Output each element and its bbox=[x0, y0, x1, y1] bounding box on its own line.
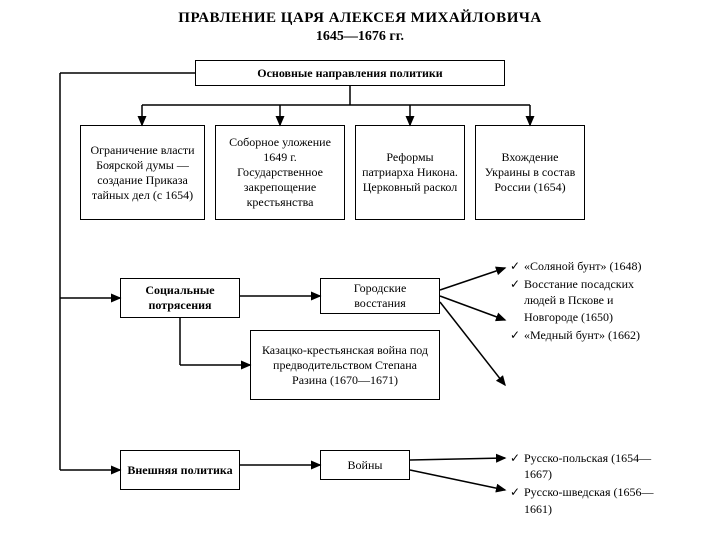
wars-box: Войны bbox=[320, 450, 410, 480]
policy-box-3: Реформы патриарха Никона. Церковный раск… bbox=[355, 125, 465, 220]
social-root: Социальные потрясения bbox=[120, 278, 240, 318]
event-3: «Медный бунт» (1662) bbox=[510, 327, 650, 343]
policy-box-4: Вхождение Украины в состав России (1654) bbox=[475, 125, 585, 220]
event-2: Восстание посадских людей в Пскове и Нов… bbox=[510, 276, 650, 325]
diagram-subtitle: 1645—1676 гг. bbox=[0, 29, 720, 45]
foreign-root: Внешняя политика bbox=[120, 450, 240, 490]
event-1: «Соляной бунт» (1648) bbox=[510, 258, 650, 274]
rebellion-box: Казацко-крестьянская война под предводит… bbox=[250, 330, 440, 400]
policy-box-2: Соборное уложение 1649 г. Государственно… bbox=[215, 125, 345, 220]
policy-box-1: Ограничение власти Боярской думы — созда… bbox=[80, 125, 205, 220]
war-1: Русско-польская (1654—1667) bbox=[510, 450, 670, 482]
diagram-title: ПРАВЛЕНИЕ ЦАРЯ АЛЕКСЕЯ МИХАЙЛОВИЧА bbox=[0, 0, 720, 27]
uprisings-box: Городские восстания bbox=[320, 278, 440, 314]
root-node: Основные направления политики bbox=[195, 60, 505, 86]
war-2: Русско-шведская (1656—1661) bbox=[510, 484, 670, 516]
uprisings-list: «Соляной бунт» (1648) Восстание посадски… bbox=[510, 258, 650, 345]
wars-list: Русско-польская (1654—1667) Русско-шведс… bbox=[510, 450, 670, 519]
